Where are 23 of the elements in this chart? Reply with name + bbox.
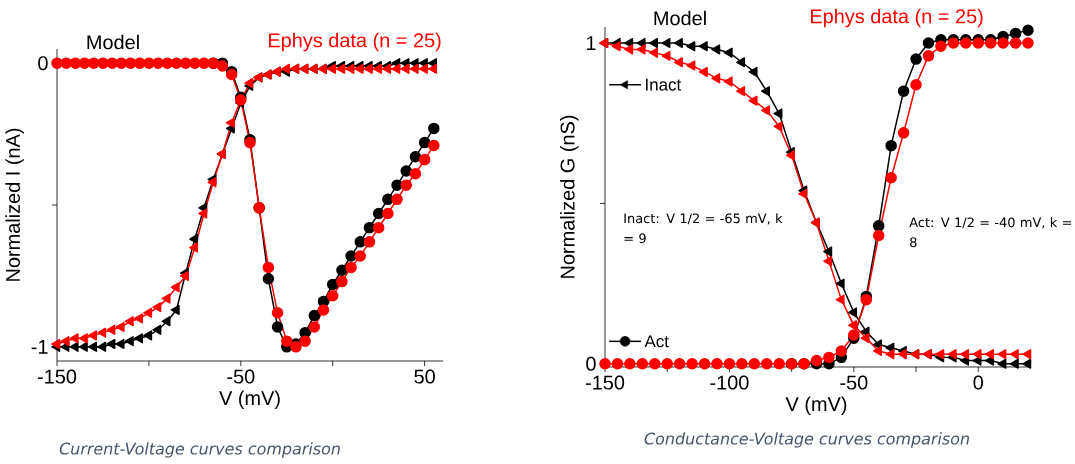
x-tick-label: -50 [840, 375, 868, 390]
y-axis-title: Normalized I (nA) [5, 128, 24, 281]
x-tick-label: -100 [710, 375, 749, 390]
y-tick-label: -1 [31, 339, 48, 354]
annotation: Ephys data (n = 25) [811, 8, 983, 28]
y-axis-title: Normalized G (nS) [560, 115, 579, 278]
text: Current-Voltage curves comparison [59, 442, 340, 458]
text: Conductance-Voltage curves comparison [644, 432, 969, 448]
annotation: Act: V 1/2 = -40 mV, k = 8 [909, 217, 1072, 248]
x-tick-label: 50 [414, 369, 435, 384]
legend-label: Act [644, 335, 669, 348]
legend-label: Inact [646, 78, 682, 91]
x-axis-title: V (mV) [785, 396, 847, 416]
x-tick-label: 0 [973, 375, 983, 390]
x-tick-label: -50 [227, 369, 255, 384]
y-tick-label: 1 [586, 36, 596, 50]
text: Model [654, 10, 706, 26]
x-tick-label: -150 [585, 375, 625, 390]
x-tick-label: -150 [37, 369, 77, 384]
x-axis-title: V (mV) [219, 390, 280, 410]
annotation: Inact: V 1/2 = -65 mV, k = 9 [624, 213, 783, 244]
annotation: Model [87, 34, 139, 50]
annotation: Ephys data (n = 25) [268, 32, 441, 52]
